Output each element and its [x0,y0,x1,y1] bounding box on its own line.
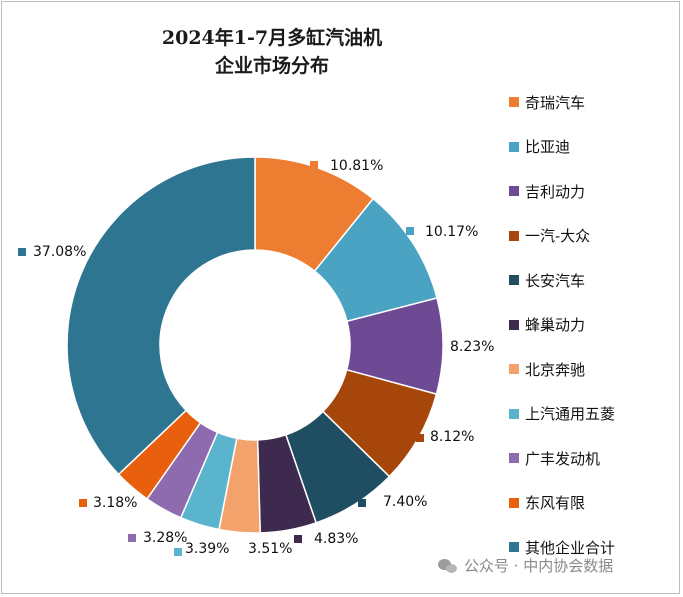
legend-label: 上汽通用五菱 [525,405,616,424]
legend-item-10: 东风有限 [509,481,615,526]
data-label-marker-2 [406,227,414,235]
data-label-4: 8.12% [430,429,474,445]
legend-item-3: 吉利动力 [509,169,615,214]
slice-11 [66,156,256,476]
legend-label: 长安汽车 [525,271,586,290]
legend-label: 东风有限 [525,494,586,513]
legend-label: 其他企业合计 [525,538,616,557]
watermark-text: 公众号 · 中内协会数据 [464,557,614,575]
data-label-3: 8.23% [450,339,494,355]
legend-swatch [509,186,519,197]
legend-item-6: 蜂巢动力 [509,303,615,348]
chart-legend: 奇瑞汽车比亚迪吉利动力一汽-大众长安汽车蜂巢动力北京奔驰上汽通用五菱 广丰发动机东… [509,80,615,570]
data-label-marker-10 [79,499,87,507]
legend-item-8: 上汽通用五菱 [509,392,615,437]
data-label-marker-5 [358,499,366,507]
data-label-6: 4.83% [314,531,358,547]
data-label-9: 3.28% [143,530,187,546]
legend-swatch [509,364,519,375]
legend-item-4: 一汽-大众 [509,214,615,259]
legend-item-5: 长安汽车 [509,258,615,303]
legend-label: 蜂巢动力 [525,316,586,335]
chart-title-line-2: 企业市场分布 [214,55,329,77]
legend-label: 奇瑞汽车 [525,93,586,112]
data-label-marker-11 [18,248,26,256]
data-label-10: 3.18% [93,495,137,511]
legend-swatch [509,453,519,464]
legend-item-9: 广丰发动机 [509,436,615,481]
data-label-7: 3.51% [248,541,292,557]
legend-swatch [509,408,519,419]
legend-swatch [509,497,519,508]
data-label-marker-8 [174,548,182,556]
legend-swatch [509,319,519,330]
legend-swatch [509,230,519,241]
data-label-marker-6 [294,535,302,543]
data-label-1: 10.81% [330,158,383,174]
legend-swatch [509,275,519,286]
data-label-marker-4 [416,434,424,442]
legend-item-1: 奇瑞汽车 [509,80,615,125]
legend-item-11: 其他企业合计 [509,525,615,570]
data-label-5: 7.40% [383,494,427,510]
data-label-marker-9 [128,534,136,542]
legend-swatch [509,542,519,553]
legend-swatch [509,141,519,152]
legend-swatch [509,97,519,108]
legend-item-2: 比亚迪 [509,125,615,170]
legend-label: 广丰发动机 [525,449,601,468]
legend-label: 北京奔驰 [525,360,586,379]
legend-item-7: 北京奔驰 [509,347,615,392]
data-label-11: 37.08% [33,244,86,260]
chart-title: 2024年1-7月多缸汽油机 企业市场分布 [112,24,432,80]
legend-label: 吉利动力 [525,182,586,201]
data-label-8: 3.39% [185,541,229,557]
wechat-icon [438,558,458,574]
legend-label: 比亚迪 [525,138,571,157]
chart-title-line-1: 2024年1-7月多缸汽油机 [161,27,383,49]
data-label-2: 10.17% [425,224,478,240]
watermark: 公众号 · 中内协会数据 [438,555,613,576]
data-label-marker-1 [310,161,318,169]
legend-label: 一汽-大众 [525,227,591,246]
